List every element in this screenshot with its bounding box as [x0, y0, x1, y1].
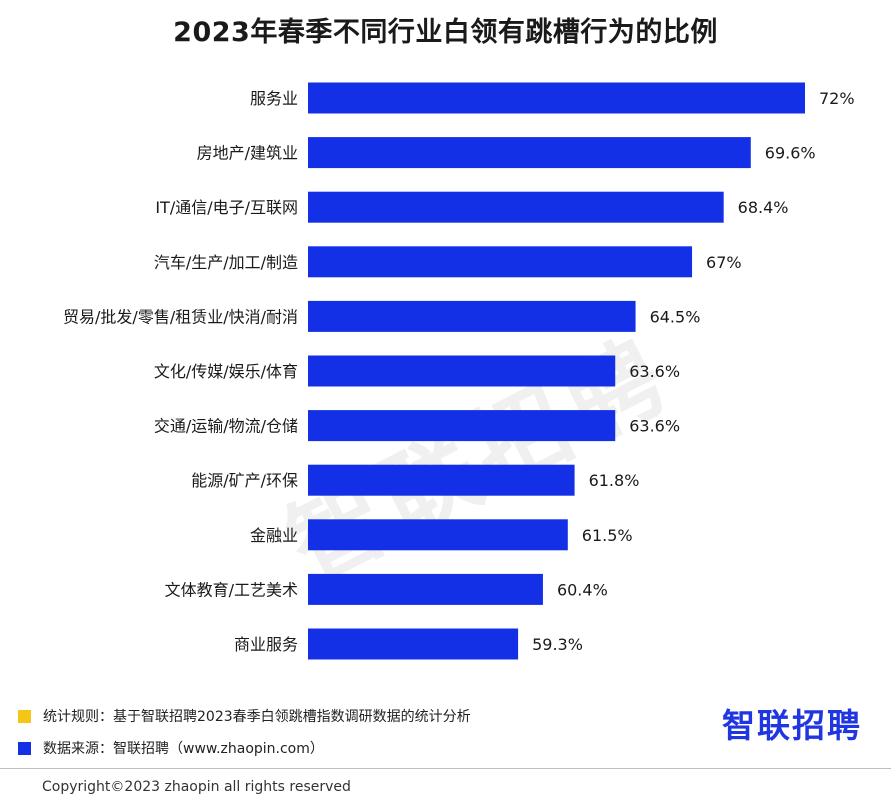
bar: [308, 464, 575, 496]
value-label: 59.3%: [532, 635, 583, 654]
bar-chart: 服务业 72% 房地产/建筑业 69.6% IT/通信/电子/互联网 68.4% 汽车/生产…: [63, 82, 855, 660]
value-label: 69.6%: [765, 144, 816, 163]
category-label: 能源/矿产/环保: [191, 471, 298, 490]
copyright-text: Copyright©2023 zhaopin all rights reserv…: [42, 779, 351, 795]
bar: [308, 410, 616, 442]
zhaopin-logo: 智联招聘: [722, 706, 862, 745]
category-label: 文体教育/工艺美术: [165, 580, 298, 599]
category-label: IT/通信/电子/互联网: [155, 198, 298, 217]
value-label: 67%: [706, 253, 742, 272]
category-label: 金融业: [250, 526, 298, 545]
value-label: 61.8%: [589, 471, 640, 490]
legend-item-source: 数据来源：智联招聘（www.zhaopin.com）: [18, 738, 324, 758]
category-label: 服务业: [250, 89, 298, 108]
bar: [308, 82, 805, 114]
value-label: 61.5%: [582, 526, 633, 545]
value-label: 60.4%: [557, 580, 608, 599]
legend-rule-text: 统计规则：基于智联招聘2023春季白领跳槽指数调研数据的统计分析: [43, 709, 471, 725]
legend-swatch-rule: [18, 709, 31, 723]
value-label: 63.6%: [629, 362, 680, 381]
value-label: 72%: [819, 89, 855, 108]
bar: [308, 300, 636, 332]
legend-item-rule: 统计规则：基于智联招聘2023春季白领跳槽指数调研数据的统计分析: [18, 706, 471, 726]
bar: [308, 191, 724, 223]
category-label: 汽车/生产/加工/制造: [154, 253, 298, 272]
bar: [308, 355, 616, 387]
bar: [308, 628, 519, 660]
bar: [308, 519, 568, 551]
value-label: 63.6%: [629, 417, 680, 436]
legend-source-text: 数据来源：智联招聘（www.zhaopin.com）: [43, 741, 324, 757]
value-label: 64.5%: [650, 307, 701, 326]
bar: [308, 137, 751, 169]
bar: [308, 573, 543, 605]
category-label: 文化/传媒/娱乐/体育: [154, 362, 298, 381]
legend-swatch-source: [18, 741, 31, 755]
category-label: 贸易/批发/零售/租赁业/快消/耐消: [63, 307, 298, 326]
footer-divider: [0, 768, 891, 769]
category-label: 商业服务: [234, 635, 298, 654]
category-label: 交通/运输/物流/仓储: [154, 417, 298, 436]
bar: [308, 246, 693, 278]
value-label: 68.4%: [738, 198, 789, 217]
chart-title: 2023年春季不同行业白领有跳槽行为的比例: [173, 17, 718, 48]
category-label: 房地产/建筑业: [197, 144, 298, 163]
